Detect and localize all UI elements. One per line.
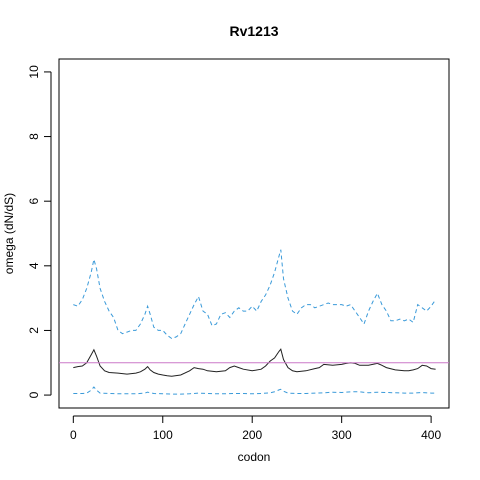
series-lower-line [73,386,436,395]
plot-frame [58,58,450,409]
y-tick-label: 8 [27,133,41,140]
y-axis-label: omega (dN/dS) [2,193,16,274]
y-tick-label: 2 [27,327,41,334]
y-tick-label: 0 [27,391,41,398]
x-tick-label: 0 [70,428,77,442]
x-axis-label: codon [238,450,271,464]
series-upper-line [73,249,437,340]
chart-title: Rv1213 [229,23,278,39]
series-layer [59,249,449,395]
x-tick-label: 400 [421,428,441,442]
x-tick-label: 200 [242,428,262,442]
y-tick-label: 4 [27,262,41,269]
y-axis: 0 2 4 6 8 10 [27,65,52,398]
x-axis: 0 100 200 300 400 [70,415,441,442]
series-estimate-line [73,348,436,377]
y-tick-label: 6 [27,198,41,205]
y-tick-label: 10 [27,65,41,79]
x-tick-label: 100 [153,428,173,442]
x-tick-label: 300 [332,428,352,442]
